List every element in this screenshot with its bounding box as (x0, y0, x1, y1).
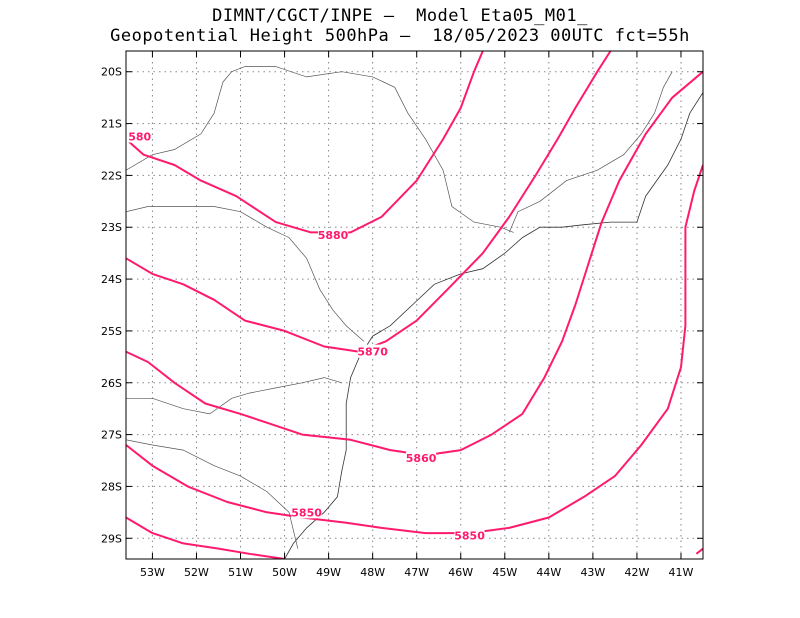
lon-tick-label: 45W (492, 566, 517, 579)
lat-tick-label: 20S (101, 66, 122, 79)
contour-label: 5850 (291, 506, 322, 519)
contour-label-bg (454, 528, 485, 542)
contour-label: 5850 (454, 530, 485, 543)
height-contour (695, 547, 703, 555)
lon-tick-label: 41W (669, 566, 694, 579)
height-contour (126, 51, 484, 234)
map-title-line-1: DIMNT/CGCT/INPE – Model Eta05_M01_ (212, 6, 588, 26)
lat-tick-label: 22S (101, 169, 122, 182)
height-contour (126, 51, 612, 353)
lat-tick-label: 21S (101, 118, 122, 131)
state-border (508, 71, 673, 233)
state-border (126, 66, 514, 233)
contour-label-edge: 580 (128, 131, 151, 144)
contour-label-bg (291, 505, 322, 519)
lat-tick-label: 23S (101, 221, 122, 234)
map-title-line-2: Geopotential Height 500hPa – 18/05/2023 … (110, 26, 690, 46)
contour-label-bg (126, 129, 143, 143)
height-contour (126, 164, 703, 535)
lon-tick-label: 52W (184, 566, 209, 579)
lat-tick-label: 28S (101, 480, 122, 493)
contour-label: 5860 (406, 452, 437, 465)
lat-tick-label: 26S (101, 377, 122, 390)
lat-tick-label: 29S (101, 532, 122, 545)
contour-label-bg (406, 450, 437, 464)
map-frame (125, 50, 704, 560)
lon-tick-label: 44W (536, 566, 561, 579)
axis-ticks: 53W 52W 51W 50W 49W 48W 47W 46W 45W 44W 43W 42W 41W 2… (101, 51, 703, 579)
height-contour (126, 70, 703, 457)
lon-tick-label: 48W (360, 566, 385, 579)
lon-tick-label: 53W (140, 566, 165, 579)
contour-label-bg (357, 344, 388, 358)
lon-tick-label: 49W (316, 566, 341, 579)
graticule (126, 51, 703, 559)
state-border (126, 377, 342, 415)
lat-tick-label: 27S (101, 429, 122, 442)
lon-tick-label: 51W (228, 566, 253, 579)
contour-label-bg (318, 228, 349, 242)
lon-tick-label: 50W (272, 566, 297, 579)
lat-tick-label: 24S (101, 273, 122, 286)
lon-tick-label: 43W (580, 566, 605, 579)
state-border (126, 206, 365, 342)
lon-tick-label: 47W (404, 566, 429, 579)
lon-tick-label: 42W (624, 566, 649, 579)
state-border (126, 439, 299, 549)
height-contour (126, 516, 285, 559)
coastline (284, 92, 703, 559)
geography-lines (126, 66, 703, 559)
lat-tick-label: 25S (101, 325, 122, 338)
contour-lines: 5880 5870 5860 5850 5850 580 (126, 51, 703, 559)
lon-tick-label: 46W (448, 566, 473, 579)
contour-label: 5880 (318, 229, 349, 242)
contour-label: 5870 (357, 346, 388, 359)
